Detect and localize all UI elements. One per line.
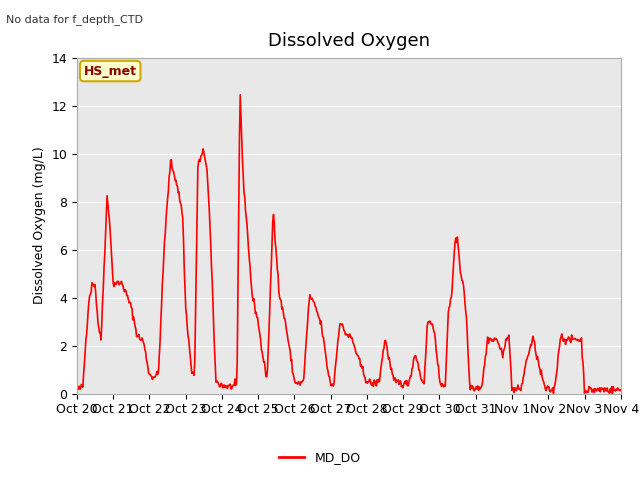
Text: No data for f_depth_CTD: No data for f_depth_CTD — [6, 14, 143, 25]
Title: Dissolved Oxygen: Dissolved Oxygen — [268, 33, 430, 50]
Text: HS_met: HS_met — [84, 64, 137, 78]
Y-axis label: Dissolved Oxygen (mg/L): Dissolved Oxygen (mg/L) — [33, 147, 45, 304]
Legend: MD_DO: MD_DO — [275, 446, 365, 469]
